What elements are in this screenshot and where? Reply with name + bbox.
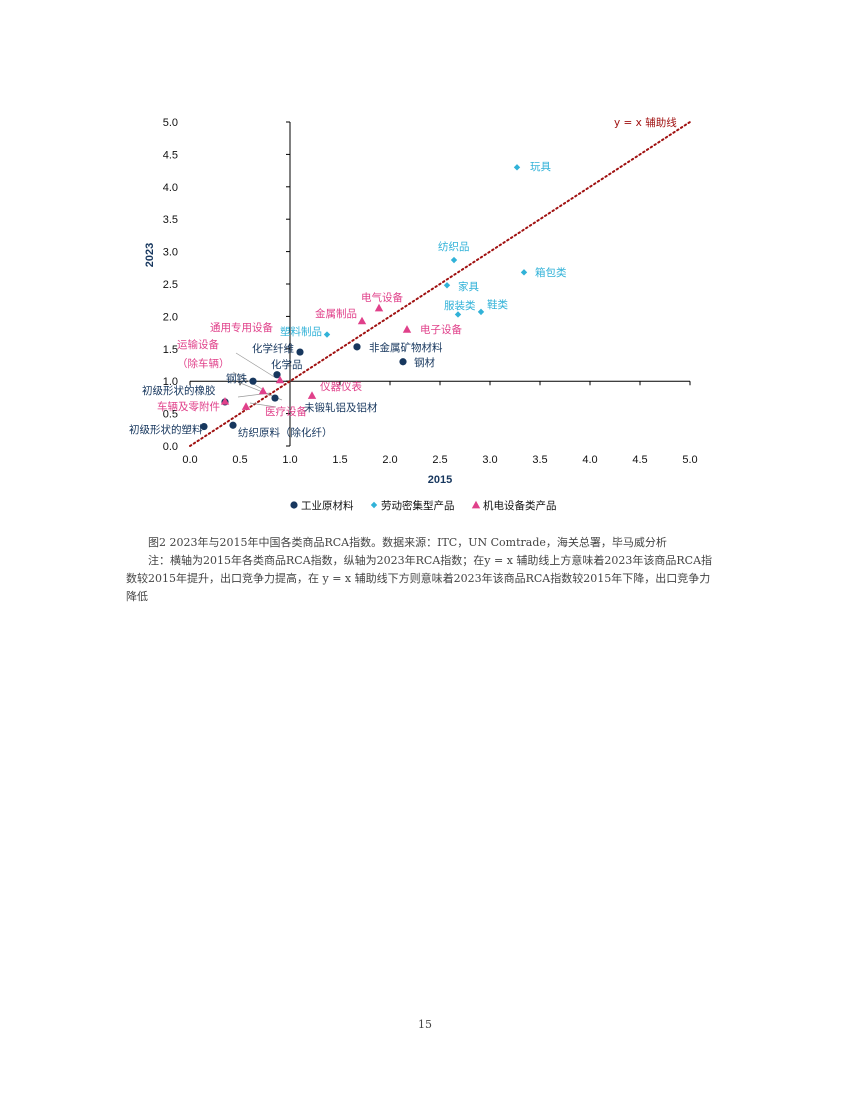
x-tick-label: 3.0 [482, 454, 497, 466]
point-label-suliaozhipin: 塑料制品 [280, 325, 322, 338]
point-label-fangzhipin: 纺织品 [438, 240, 470, 253]
data-point [249, 377, 257, 385]
point-label-suliao: 初级形状的塑料 [129, 423, 203, 436]
point-label-tongyong: 通用专用设备 [210, 321, 273, 334]
data-point [241, 402, 251, 410]
y-tick-label: 0.5 [163, 409, 178, 421]
data-point [520, 269, 528, 276]
y-tick-label: 1.5 [163, 344, 178, 356]
x-axis-title: 2015 [428, 474, 452, 486]
label-leader-line [232, 371, 263, 390]
point-label-jiaju: 家具 [458, 280, 479, 293]
data-point [323, 331, 331, 338]
y-tick-label: 4.5 [163, 149, 178, 161]
page-number: 15 [418, 1018, 432, 1031]
legend-label: 机电设备类产品 [483, 499, 557, 512]
point-label-xiangjiao: 初级形状的橡胶 [142, 384, 216, 397]
reference-line-y-equals-x [189, 121, 691, 447]
data-point [229, 421, 237, 429]
data-point [443, 282, 451, 289]
y-axis-title: 2023 [144, 243, 156, 267]
x-tick-label: 0.5 [232, 454, 247, 466]
data-point [513, 164, 521, 171]
x-tick-label: 4.0 [582, 454, 597, 466]
point-label-jinshu: 金属制品 [315, 307, 357, 320]
y-tick-label: 0.0 [163, 441, 178, 453]
figure-caption: 图2 2023年与2015年中国各类商品RCA指数。数据来源：ITC，UN Co… [126, 534, 716, 606]
legend-marker [370, 501, 378, 509]
data-point [296, 348, 304, 356]
point-label-yiliao: 医疗设备 [265, 405, 307, 418]
legend-marker [290, 501, 298, 509]
point-label-dianqi: 电气设备 [361, 291, 403, 304]
y-tick-label: 2.5 [163, 279, 178, 291]
data-point [273, 371, 281, 379]
point-label-dianzi: 电子设备 [420, 323, 462, 336]
data-point [200, 422, 208, 431]
point-label-yunshu1: 运输设备 [177, 338, 219, 351]
data-point [353, 343, 361, 351]
x-tick-label: 4.5 [632, 454, 647, 466]
data-point [220, 397, 230, 405]
point-label-lvcai: 未锻轧铝及铝材 [304, 401, 378, 414]
y-tick-label: 1.0 [163, 376, 178, 388]
x-tick-label: 0.0 [182, 454, 197, 466]
data-point [454, 311, 462, 318]
caption-note: 注：横轴为2015年各类商品RCA指数，纵轴为2023年RCA指数；在y = x… [126, 554, 713, 603]
point-label-refline: y = x 辅助线 [614, 116, 677, 129]
data-point [399, 358, 407, 366]
x-tick-label: 2.0 [382, 454, 397, 466]
x-tick-label: 5.0 [682, 454, 697, 466]
data-point [307, 391, 317, 399]
legend-marker [471, 500, 481, 509]
data-point [357, 316, 367, 325]
data-point [258, 386, 268, 395]
y-tick-label: 2.0 [163, 311, 178, 323]
label-leader-line [249, 402, 277, 408]
y-tick-label: 3.5 [163, 214, 178, 226]
data-point [275, 375, 285, 384]
label-leader-line [235, 352, 277, 379]
caption-title: 图2 2023年与2015年中国各类商品RCA指数。数据来源：ITC，UN Co… [148, 536, 667, 549]
point-label-yunshu2: （除车辆） [177, 357, 230, 370]
rca-scatter-chart: 0.0 0.5 1.0 1.5 2.0 2.5 3.0 3.5 4.0 4.5 5.0 0.0 0.5 1… [129, 116, 698, 512]
point-label-fangzhiyuanliao: 纺织原料（除化纤） [238, 426, 333, 439]
point-label-cheliang: 车辆及零附件 [157, 400, 220, 413]
point-label-gangcai: 钢材 [414, 356, 435, 369]
legend-label: 劳动密集型产品 [381, 499, 455, 512]
data-point [402, 325, 412, 333]
y-tick-label: 4.0 [163, 182, 178, 194]
legend-label: 工业原材料 [301, 499, 354, 512]
data-point [374, 303, 384, 312]
y-tick-label: 5.0 [163, 117, 178, 129]
point-label-yiqi: 仪器仪表 [320, 380, 362, 393]
data-point [477, 308, 485, 316]
point-label-xiangbao: 箱包类 [535, 266, 567, 279]
point-label-feijinshu: 非金属矿物材料 [369, 341, 443, 354]
point-label-huaxian: 化学纤维 [252, 342, 294, 355]
x-tick-label: 3.5 [532, 454, 547, 466]
x-tick-label: 1.0 [282, 454, 297, 466]
point-label-fuzhuang: 服装类 [444, 299, 476, 312]
point-label-gangtie: 钢铁 [226, 372, 247, 385]
data-point [450, 256, 458, 264]
point-label-xielei: 鞋类 [487, 298, 508, 311]
x-tick-label: 2.5 [432, 454, 447, 466]
y-tick-label: 3.0 [163, 247, 178, 259]
data-point [271, 394, 279, 402]
x-tick-label: 1.5 [332, 454, 347, 466]
point-label-huaxue: 化学品 [271, 358, 303, 371]
point-label-wanju: 玩具 [530, 161, 551, 173]
